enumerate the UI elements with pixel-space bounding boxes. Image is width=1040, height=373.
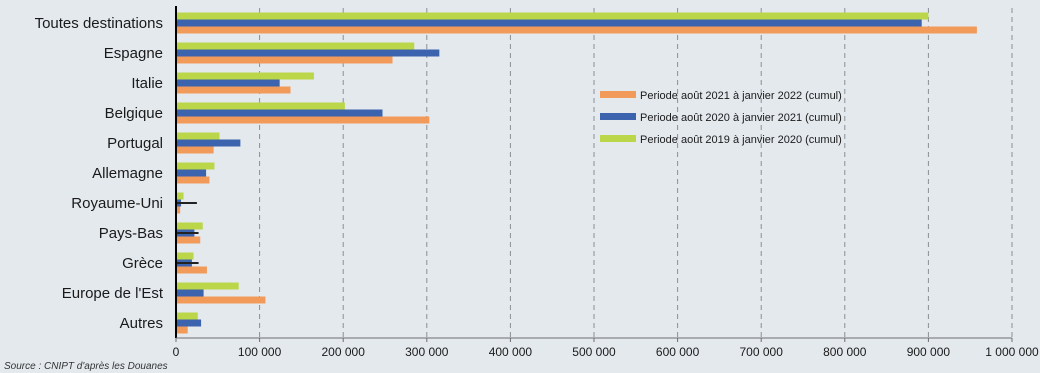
category-label: Europe de l'Est <box>62 285 164 302</box>
category-label: Royaume-Uni <box>71 195 163 212</box>
bar <box>176 12 929 20</box>
bar <box>176 102 345 110</box>
bar <box>176 176 210 184</box>
x-tick-label: 400 000 <box>489 345 533 359</box>
bar <box>176 86 291 94</box>
category-label: Toutes destinations <box>35 15 163 32</box>
bar <box>176 296 266 304</box>
category-label: Portugal <box>107 135 163 152</box>
source-note: Source : CNIPT d'après les Douanes <box>4 361 168 372</box>
bar <box>176 109 383 117</box>
x-tick-label: 900 000 <box>907 345 951 359</box>
bar <box>176 116 430 124</box>
x-tick-label: 300 000 <box>405 345 449 359</box>
bar <box>176 42 415 50</box>
x-tick-label: 200 000 <box>322 345 366 359</box>
bar <box>176 169 207 177</box>
legend-swatch <box>600 91 636 98</box>
bar <box>176 139 241 147</box>
category-label: Belgique <box>105 105 163 122</box>
bar <box>176 236 201 244</box>
legend-swatch <box>600 135 636 142</box>
legend-label: Periode août 2021 à janvier 2022 (cumul) <box>640 90 842 102</box>
bar <box>176 79 280 87</box>
bar <box>176 312 198 320</box>
bar <box>176 289 204 297</box>
x-tick-label: 0 <box>173 345 180 359</box>
x-tick-label: 700 000 <box>740 345 784 359</box>
x-tick-label: 800 000 <box>823 345 867 359</box>
x-tick-label: 600 000 <box>656 345 700 359</box>
bar <box>176 319 202 327</box>
bar <box>176 19 922 27</box>
bar <box>176 132 220 140</box>
category-label: Allemagne <box>92 165 163 182</box>
category-label: Autres <box>120 315 163 332</box>
category-label: Pays-Bas <box>99 225 163 242</box>
bar <box>176 146 214 154</box>
bar <box>176 56 393 64</box>
category-label: Italie <box>131 75 163 92</box>
bar <box>176 162 215 170</box>
legend-label: Periode août 2019 à janvier 2020 (cumul) <box>640 134 842 146</box>
bar <box>176 72 314 80</box>
bar <box>176 282 239 290</box>
x-tick-label: 1 000 000 <box>985 345 1039 359</box>
x-tick-label: 500 000 <box>572 345 616 359</box>
legend-label: Periode août 2020 à janvier 2021 (cumul) <box>640 112 842 124</box>
bar <box>176 266 207 274</box>
x-tick-label: 100 000 <box>238 345 282 359</box>
category-label: Grèce <box>122 255 163 272</box>
bar <box>176 326 188 334</box>
bar <box>176 252 194 260</box>
bar <box>176 192 184 200</box>
bar <box>176 26 977 34</box>
category-label: Espagne <box>104 45 163 62</box>
bar <box>176 206 181 214</box>
legend-swatch <box>600 113 636 120</box>
bar <box>176 222 203 230</box>
bar <box>176 49 440 57</box>
